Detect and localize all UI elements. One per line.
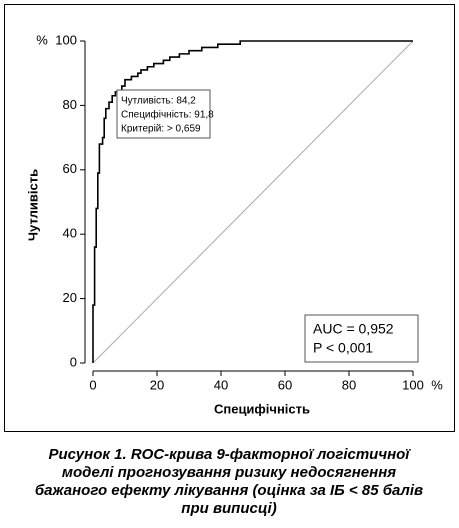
y-tick-label: 60 (63, 161, 77, 176)
criterion-text: Специфічність: 91,8 (121, 109, 214, 121)
y-tick-label: 20 (63, 290, 77, 305)
x-tick-label: 100 (402, 377, 424, 392)
x-tick-label: 60 (278, 377, 292, 392)
x-tick-label: 80 (342, 377, 356, 392)
caption: Рисунок 1. ROC-крива 9-факторної логісти… (49, 446, 412, 463)
frame (4, 4, 455, 432)
y-unit: % (36, 32, 48, 47)
stats-box (304, 314, 419, 363)
criterion-text: Чутливість: 84,2 (121, 96, 196, 107)
y-tick-label: 0 (70, 354, 77, 369)
criterion-box (116, 89, 211, 139)
plot: 0 20 40 60 80 100 0 20 40 60 80 100 (55, 32, 424, 392)
x-tick-label: 40 (214, 377, 228, 392)
y-tick-label: 40 (63, 226, 77, 241)
reference-line (92, 40, 414, 364)
y-tick-label: 100 (55, 32, 77, 47)
y-axis-label: Чутливість (25, 169, 40, 241)
stats-text: P < 0,001 (313, 340, 373, 356)
x-unit: % (431, 377, 443, 392)
roc-curve (92, 40, 413, 363)
caption: при виписці) (181, 500, 276, 517)
criterion-text: Критерій: > 0,659 (121, 124, 201, 135)
x-axis-label: Специфічність (214, 401, 310, 416)
caption: моделі прогнозування ризику недосягнення (62, 464, 396, 481)
x-tick-label: 0 (89, 377, 96, 392)
stats-text: AUC = 0,952 (313, 321, 394, 337)
caption: бажаного ефекту лікування (оцінка за ІБ … (35, 482, 423, 499)
x-tick-label: 20 (150, 377, 164, 392)
y-tick-label: 80 (63, 97, 77, 112)
